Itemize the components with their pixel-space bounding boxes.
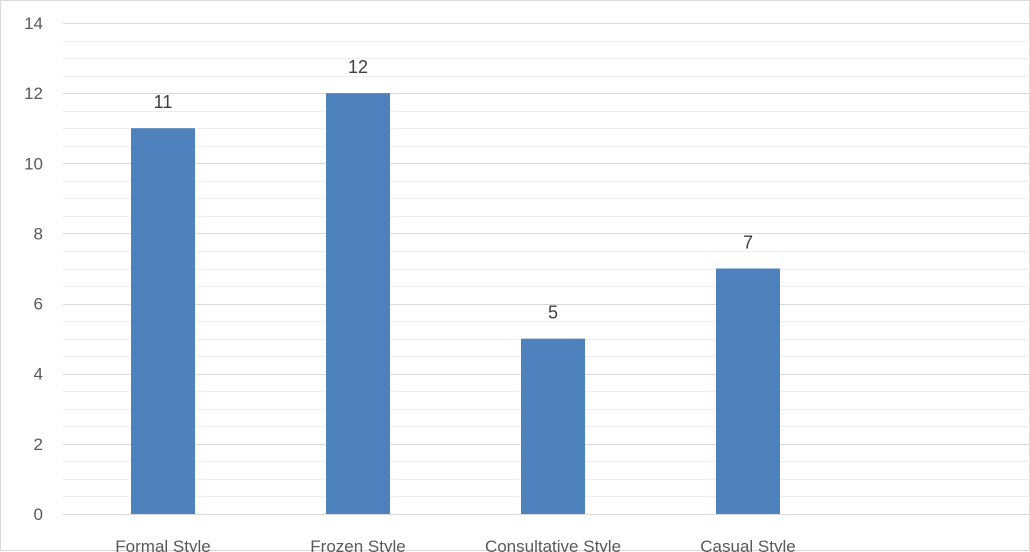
data-label: 5 — [548, 303, 558, 323]
y-tick-label: 10 — [24, 154, 43, 173]
y-axis-tick-labels: 0 2 4 6 8 10 12 14 — [24, 14, 43, 524]
y-tick-label: 12 — [24, 84, 43, 103]
category-label: Casual Style — [700, 537, 795, 552]
category-label: Consultative Style — [485, 537, 621, 552]
y-tick-label: 8 — [34, 224, 43, 243]
bar — [326, 93, 390, 515]
bar — [131, 128, 195, 514]
data-label: 12 — [348, 57, 368, 77]
data-label: 11 — [154, 92, 173, 112]
y-tick-label: 0 — [34, 505, 43, 524]
y-tick-label: 4 — [34, 365, 43, 384]
y-tick-label: 2 — [34, 435, 43, 454]
data-labels: 11 12 5 7 — [154, 57, 753, 323]
data-label: 7 — [743, 233, 753, 253]
bar — [521, 338, 585, 514]
category-label: Frozen Style — [310, 537, 405, 552]
y-tick-label: 6 — [34, 295, 43, 314]
y-tick-label: 14 — [24, 14, 43, 33]
category-label: Formal Style — [115, 537, 210, 552]
x-axis-category-labels: Formal Style Frozen Style Consultative Sty… — [115, 537, 795, 552]
bars — [131, 93, 780, 515]
gridlines — [63, 23, 1030, 515]
bar — [716, 268, 780, 514]
